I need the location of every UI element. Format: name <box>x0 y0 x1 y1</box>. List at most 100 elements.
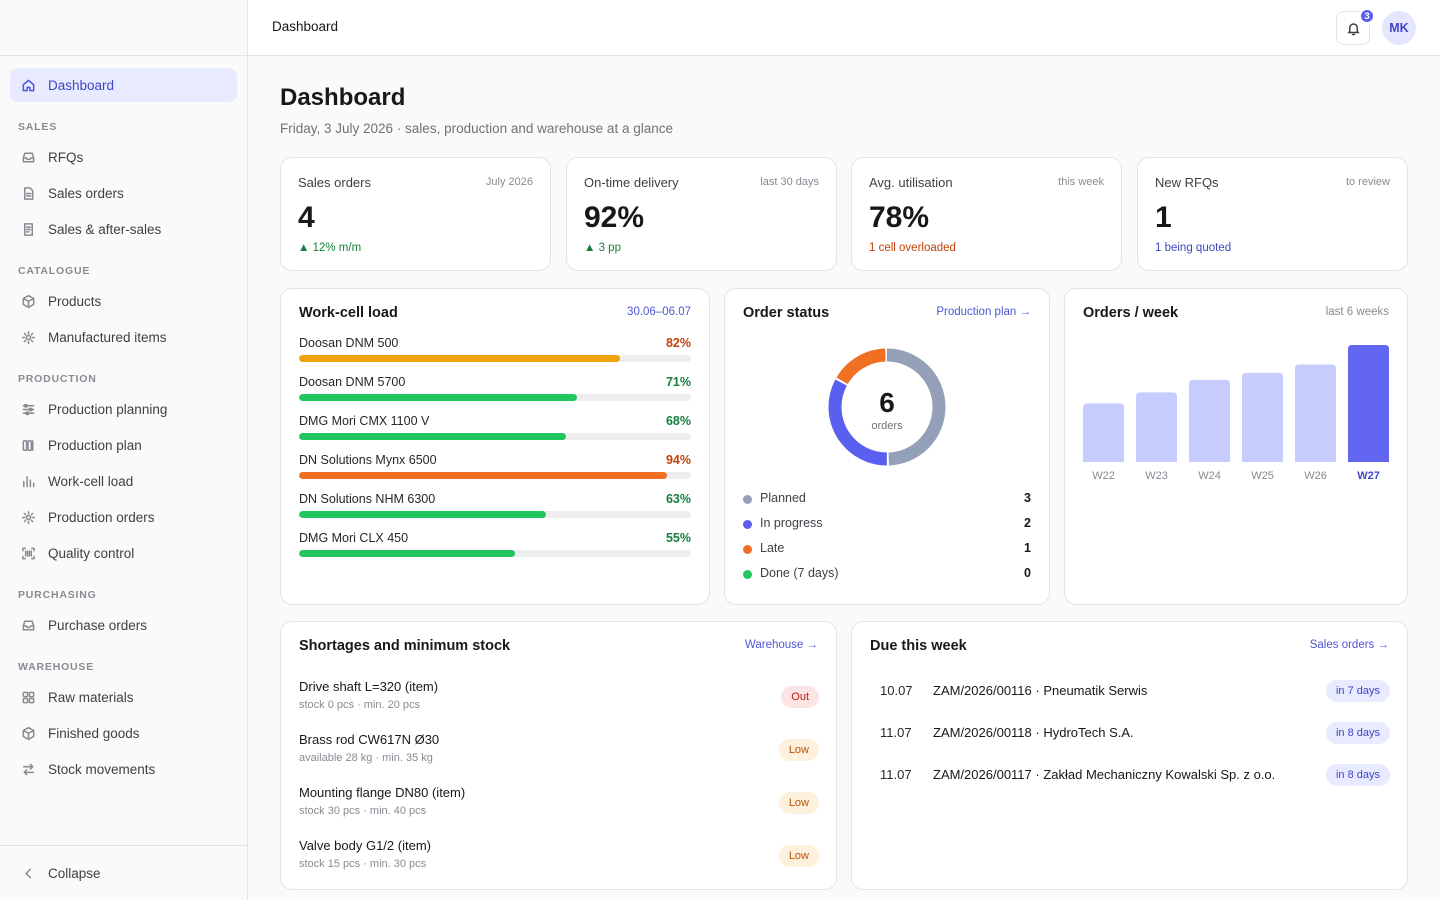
bar-chart-icon <box>20 473 36 489</box>
status-badge: Low <box>778 739 819 761</box>
load-row[interactable]: DN Solutions NHM 6300 63% <box>299 492 691 528</box>
legend-row[interactable]: Done (7 days) 0 <box>743 566 1031 584</box>
sidebar-item-production-orders[interactable]: Production orders <box>10 500 237 534</box>
sidebar-item-raw-materials[interactable]: Raw materials <box>10 680 237 714</box>
load-bar-track <box>299 433 691 440</box>
load-bar-track <box>299 472 691 479</box>
legend-row[interactable]: In progress 2 <box>743 516 1031 534</box>
bar-w26[interactable] <box>1295 364 1336 463</box>
sidebar-item-manufactured-items[interactable]: Manufactured items <box>10 320 237 354</box>
sidebar-item-label: Finished goods <box>48 725 140 741</box>
donut-segment-planned[interactable] <box>828 348 946 466</box>
sidebar-footer: Collapse <box>0 845 247 900</box>
production-plan-link[interactable]: Production plan → <box>936 306 1031 318</box>
bar-w27[interactable] <box>1348 345 1389 462</box>
sidebar-item-production-planning[interactable]: Production planning <box>10 392 237 426</box>
status-badge: Low <box>778 845 819 867</box>
due-row[interactable]: 10.07 ZAM/2026/00116 · Pneumatik Serwis in… <box>870 678 1390 704</box>
section-label-catalogue: CATALOGUE <box>18 265 91 277</box>
work-cell-name: Doosan DNM 5700 <box>299 375 406 389</box>
load-row[interactable]: DMG Mori CLX 450 55% <box>299 531 691 567</box>
legend-row[interactable]: Late 1 <box>743 541 1031 559</box>
section-label-sales: SALES <box>18 121 58 133</box>
collapse-button[interactable]: Collapse <box>10 856 237 890</box>
cog-icon <box>20 509 36 525</box>
sales-orders-link[interactable]: Sales orders → <box>1309 639 1389 651</box>
kpi-card-sales-orders[interactable]: Sales orders July 2026 4 ▲ 12% m/m <box>280 157 551 271</box>
sidebar-item-after-sales[interactable]: Sales & after-sales <box>10 212 237 246</box>
kpi-period: last 30 days <box>760 176 819 188</box>
load-row[interactable]: DMG Mori CMX 1100 V 68% <box>299 414 691 450</box>
sidebar-item-label: Raw materials <box>48 689 134 705</box>
box-icon <box>20 293 36 309</box>
x-tick-label: W26 <box>1304 470 1327 482</box>
sidebar-item-purchase-orders[interactable]: Purchase orders <box>10 608 237 642</box>
kpi-period: this week <box>1058 176 1104 188</box>
sidebar-item-quality-control[interactable]: Quality control <box>10 536 237 570</box>
sidebar-item-products[interactable]: Products <box>10 284 237 318</box>
sidebar-item-label: Stock movements <box>48 761 156 777</box>
item-name: Brass rod CW617N Ø30 <box>299 732 440 747</box>
work-cell-pct: 68% <box>665 414 691 428</box>
donut-total: 6 <box>879 387 895 418</box>
sidebar-item-production-plan[interactable]: Production plan <box>10 428 237 462</box>
legend-value: 0 <box>1024 566 1031 580</box>
sidebar-item-label: Manufactured items <box>48 329 167 345</box>
sidebar-item-label: Dashboard <box>48 77 115 93</box>
sidebar-item-finished-goods[interactable]: Finished goods <box>10 716 237 750</box>
bar-w23[interactable] <box>1136 392 1177 462</box>
kpi-card-new-rfqs[interactable]: New RFQs to review 1 1 being quoted <box>1137 157 1408 271</box>
order-status-donut: 6 orders <box>828 348 946 466</box>
shortage-row[interactable]: Mounting flange DN80 (item) stock 30 pcs … <box>299 785 819 825</box>
status-badge: Low <box>778 792 819 814</box>
work-cell-pct: 94% <box>665 453 691 467</box>
work-cell-pct: 63% <box>665 492 691 506</box>
legend-value: 2 <box>1024 516 1031 530</box>
work-cell-load-card: Work-cell load 30.06–06.07 Doosan DNM 50… <box>280 288 710 605</box>
shortage-row[interactable]: Valve body G1/2 (item) stock 15 pcs · min… <box>299 838 819 878</box>
due-row[interactable]: 11.07 ZAM/2026/00117 · Zakład Mechaniczny… <box>870 762 1390 788</box>
load-row[interactable]: DN Solutions Mynx 6500 94% <box>299 453 691 489</box>
card-title: Due this week <box>870 638 967 654</box>
sidebar-item-work-cell-load[interactable]: Work-cell load <box>10 464 237 498</box>
avatar[interactable]: MK <box>1382 11 1416 45</box>
transfer-arrows-icon <box>20 761 36 777</box>
legend-dot <box>743 545 752 554</box>
status-badge: Out <box>781 686 819 708</box>
kpi-warning: 1 cell overloaded <box>869 242 956 254</box>
load-bar-fill <box>299 394 578 401</box>
load-bar-fill <box>299 550 515 557</box>
load-row[interactable]: Doosan DNM 5700 71% <box>299 375 691 411</box>
load-row[interactable]: Doosan DNM 500 82% <box>299 336 691 372</box>
shortage-row[interactable]: Drive shaft L=320 (item) stock 0 pcs · mi… <box>299 679 819 719</box>
sidebar-item-rfqs[interactable]: RFQs <box>10 140 237 174</box>
sidebar-item-sales-orders[interactable]: Sales orders <box>10 176 237 210</box>
kpi-card-avg-utilisation[interactable]: Avg. utilisation this week 78% 1 cell ov… <box>851 157 1122 271</box>
bar-w24[interactable] <box>1189 379 1230 462</box>
kpi-card-on-time-delivery[interactable]: On-time delivery last 30 days 92% ▲ 3 pp <box>566 157 837 271</box>
sidebar-item-dashboard[interactable]: Dashboard <box>10 68 237 102</box>
due-date: 10.07 <box>880 683 913 698</box>
barcode-scan-icon <box>20 545 36 561</box>
section-label-purchasing: PURCHASING <box>18 589 97 601</box>
legend-dot <box>743 570 752 579</box>
warehouse-link[interactable]: Warehouse → <box>744 639 818 651</box>
sidebar-item-label: Production orders <box>48 509 155 525</box>
donut-segment-in-progress[interactable] <box>828 348 946 466</box>
due-badge: in 8 days <box>1325 722 1390 744</box>
due-row[interactable]: 11.07 ZAM/2026/00118 · HydroTech S.A. in 8… <box>870 720 1390 746</box>
date-range-link[interactable]: 30.06–06.07 <box>627 306 691 318</box>
work-cell-name: DMG Mori CMX 1100 V <box>299 414 430 428</box>
legend-row[interactable]: Planned 3 <box>743 491 1031 509</box>
legend-label: Late <box>760 541 785 555</box>
shortages-card: Shortages and minimum stock Warehouse → … <box>280 621 837 890</box>
bar-w22[interactable] <box>1083 403 1124 463</box>
page-title: Dashboard <box>280 84 406 111</box>
work-cell-name: DMG Mori CLX 450 <box>299 531 409 545</box>
notifications-button[interactable]: 3 <box>1336 8 1375 45</box>
chart-subtitle: last 6 weeks <box>1325 306 1389 318</box>
legend-dot <box>743 520 752 529</box>
bar-w25[interactable] <box>1242 372 1283 462</box>
sidebar-item-stock-movements[interactable]: Stock movements <box>10 752 237 786</box>
shortage-row[interactable]: Brass rod CW617N Ø30 available 28 kg · mi… <box>299 732 819 772</box>
